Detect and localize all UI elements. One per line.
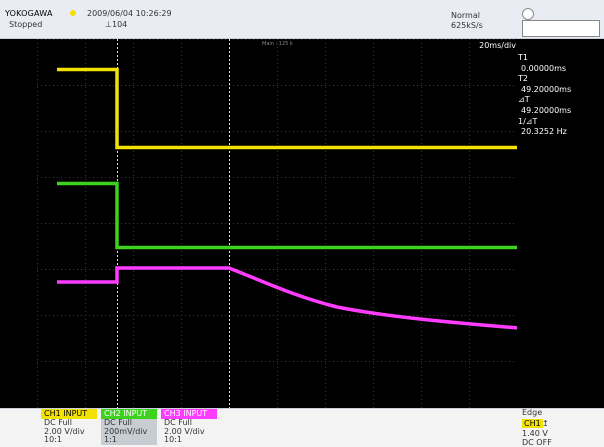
trigger-source: CH1 xyxy=(522,419,543,428)
ch3-trace xyxy=(57,266,518,330)
ch2-info[interactable]: CH2 INPUT DC Full 200mV/div 1:1 xyxy=(101,409,157,445)
grid-line xyxy=(37,269,518,270)
t1-label: T1 xyxy=(518,53,528,62)
cursor-readout-panel: T1 0.00000ms T2 49.20000ms ⊿T 49.20000ms… xyxy=(517,39,604,408)
grid-line xyxy=(37,177,518,178)
trigger-edge-icon: ↥ xyxy=(542,419,549,428)
ch3-probe: 10:1 xyxy=(164,435,182,445)
ch3-scale: 2.00 V/div xyxy=(164,426,205,436)
grid-line xyxy=(37,223,518,224)
ch1-probe: 10:1 xyxy=(44,435,62,445)
ch1-info[interactable]: CH1 INPUT DC Full 2.00 V/div 10:1 xyxy=(41,409,97,445)
trigger-level: 1.40 V xyxy=(522,429,548,438)
ch2-header[interactable]: CH2 INPUT xyxy=(101,409,157,419)
knob-icon[interactable] xyxy=(522,8,534,20)
ch1-header[interactable]: CH1 INPUT xyxy=(41,409,97,419)
t2-value: 49.20000ms xyxy=(521,84,572,94)
ch3-info[interactable]: CH3 INPUT DC Full 2.00 V/div 10:1 xyxy=(161,409,217,445)
trigger-mode: Normal xyxy=(451,11,480,20)
ch3-header[interactable]: CH3 INPUT xyxy=(161,409,217,419)
trigger-info[interactable]: Edge CH1 ↥ 1.40 V DC OFF xyxy=(518,408,604,447)
grid-line xyxy=(37,315,518,316)
inverse-delta-t-value: 20.3252 Hz xyxy=(521,127,567,137)
ch2-trace xyxy=(57,181,518,250)
t2-label: T2 xyxy=(518,74,528,84)
cursor-t2[interactable] xyxy=(229,39,230,408)
ch1-trace xyxy=(57,67,518,150)
trigger-type: Edge xyxy=(522,408,543,417)
ch2-coupling: DC Full xyxy=(104,418,132,427)
grid-line xyxy=(37,39,518,40)
main-record-label: Main : 125 k xyxy=(262,41,293,47)
ch1-scale: 2.00 V/div xyxy=(44,426,85,436)
ch2-scale: 200mV/div xyxy=(104,426,148,436)
inverse-delta-t-label: 1/⊿T xyxy=(518,116,538,126)
waveform-traces xyxy=(57,67,518,330)
grid-line xyxy=(37,361,518,362)
record-number: 104 xyxy=(112,20,128,29)
ch3-coupling: DC Full xyxy=(164,418,192,427)
top-status-bar: YOKOGAWA 2009/06/04 10:26:29 Stopped ⊥ 1… xyxy=(0,0,604,39)
grid-line xyxy=(37,85,518,86)
sample-rate: 625kS/s xyxy=(451,21,483,30)
channel-marker-strip: T ⊥ ⊥ ⊥ xyxy=(0,39,54,408)
ch2-probe: 1:1 xyxy=(104,435,117,445)
grid-line xyxy=(37,131,518,132)
trigger-coupling: DC OFF xyxy=(522,438,552,447)
datetime-label: 2009/06/04 10:26:29 xyxy=(87,9,172,18)
acq-status: Stopped xyxy=(9,20,43,29)
record-icon: ⊥ xyxy=(105,20,112,29)
delta-t-value: 49.20000ms xyxy=(521,105,572,115)
channel-info-bar: CH1 INPUT DC Full 2.00 V/div 10:1 CH2 IN… xyxy=(0,408,604,447)
waveform-screen[interactable]: Main : 125 k 20ms/div xyxy=(37,39,518,408)
status-dot-icon xyxy=(70,10,76,16)
ch1-coupling: DC Full xyxy=(44,418,72,427)
timebase-label: 20ms/div xyxy=(479,41,516,50)
t1-value: 0.00000ms xyxy=(521,63,567,73)
brand-label: YOKOGAWA xyxy=(5,9,53,18)
delta-t-label: ⊿T xyxy=(518,95,530,105)
value-input-box[interactable] xyxy=(522,20,600,37)
